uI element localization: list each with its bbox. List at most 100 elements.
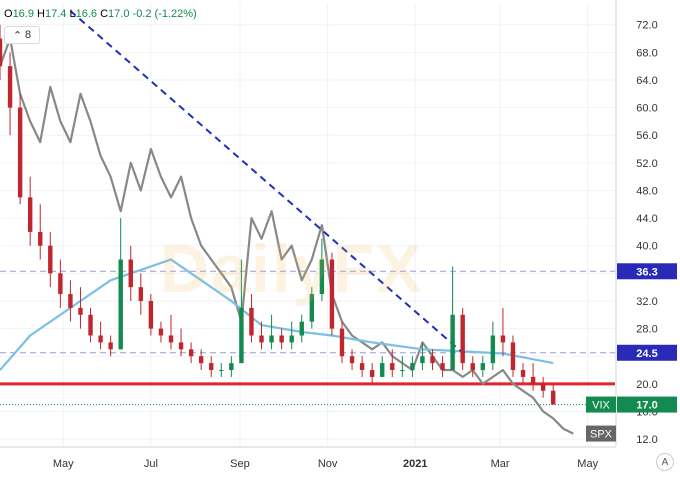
x-tick-label: Sep — [230, 458, 250, 470]
level-label: 24.5 — [636, 348, 657, 360]
open-label: O — [4, 8, 13, 20]
spx-series-line — [0, 37, 574, 435]
candle-body — [289, 335, 294, 343]
y-tick-label: 32.0 — [636, 296, 657, 308]
x-tick-label: Mar — [491, 458, 510, 470]
candle-body — [128, 259, 133, 288]
candle-body — [430, 356, 435, 364]
candle-body — [380, 363, 385, 377]
candle-body — [319, 259, 325, 295]
high-label: H — [37, 8, 45, 20]
x-tick-label: 2021 — [403, 458, 427, 470]
close-label: C — [100, 8, 109, 20]
candle-body — [279, 335, 284, 343]
y-tick-label: 12.0 — [636, 434, 657, 446]
candle-body — [27, 197, 33, 232]
x-tick-label: Jul — [144, 458, 158, 470]
candle-body — [168, 335, 174, 343]
candle-body — [530, 376, 536, 384]
candle-body — [138, 287, 144, 301]
candle-body — [188, 349, 194, 357]
spx-tag-bg — [586, 425, 616, 442]
candle-body — [219, 370, 224, 372]
candle-body — [108, 342, 113, 350]
candle-body — [0, 38, 3, 67]
candle-body — [390, 363, 395, 371]
vix-price-bg — [617, 396, 677, 413]
high-value: 17.4 — [45, 8, 67, 20]
x-tick-label: Nov — [318, 458, 338, 470]
close-value: 17.0 — [108, 8, 130, 20]
candle-body — [540, 383, 546, 391]
candle-body — [490, 335, 496, 364]
candle-body — [470, 363, 475, 371]
candle-body — [339, 328, 345, 357]
candle-body — [460, 314, 465, 364]
y-tick-label: 52.0 — [636, 158, 657, 170]
low-label: L — [69, 8, 76, 20]
candle-body — [68, 294, 73, 308]
candle-body — [58, 273, 63, 295]
candle-body — [440, 363, 445, 371]
candle-body — [299, 321, 304, 336]
candle-body — [309, 294, 315, 322]
vix-price-label: 17.0 — [636, 400, 657, 412]
candle-body — [38, 231, 43, 246]
candle-body — [118, 259, 123, 350]
low-value: 16.6 — [75, 8, 98, 20]
candle-body — [329, 259, 335, 329]
indicator-count: 8 — [25, 29, 32, 41]
candle-body — [551, 390, 556, 405]
candle-body — [400, 370, 405, 372]
candle-body — [259, 335, 264, 343]
x-tick-label: May — [53, 458, 74, 470]
level-label-bg — [617, 344, 677, 361]
candle-body — [269, 335, 274, 343]
indicators-collapse-button[interactable]: ⌃ 8 — [4, 26, 40, 44]
y-tick-label: 40.0 — [636, 241, 657, 253]
y-tick-label: 20.0 — [636, 379, 657, 391]
candle-body — [17, 107, 23, 198]
candle-body — [349, 356, 355, 364]
candle-body — [359, 363, 365, 371]
candle-body — [7, 66, 13, 108]
candle-body — [249, 307, 254, 336]
x-tick-label: May — [577, 458, 598, 470]
y-tick-label: 56.0 — [636, 130, 657, 142]
change-value: -0.2 (-1.22%) — [132, 8, 197, 20]
candle-body — [420, 356, 425, 364]
vix-tag-bg — [586, 396, 616, 413]
candle-body — [158, 328, 164, 336]
candle-body — [148, 300, 154, 329]
y-tick-label: 44.0 — [636, 213, 657, 225]
chevron-up-icon: ⌃ — [12, 29, 23, 42]
y-tick-label: 60.0 — [636, 103, 657, 115]
moving-average-series-line — [0, 258, 554, 371]
y-tick-label: 28.0 — [636, 324, 657, 336]
candle-body — [48, 245, 53, 274]
candle-body — [510, 342, 516, 371]
y-tick-label: 68.0 — [636, 47, 657, 59]
candle-body — [98, 335, 103, 343]
vix-tag: VIX — [592, 400, 610, 412]
ohlc-legend: O16.9 H17.4 L16.6 C17.0 -0.2 (-1.22%) — [4, 8, 197, 20]
candle-body — [198, 356, 204, 364]
trendline — [69, 10, 464, 354]
candle-body — [229, 363, 234, 371]
candle-body — [500, 335, 506, 343]
settings-icon[interactable]: A — [656, 453, 674, 471]
candle-body — [209, 363, 214, 371]
level-label-bg — [617, 263, 677, 280]
candle-body — [239, 307, 244, 364]
open-value: 16.9 — [12, 8, 34, 20]
spx-tag: SPX — [590, 429, 613, 441]
candle-body — [410, 363, 415, 371]
candle-body — [520, 370, 526, 377]
candle-body — [450, 314, 455, 371]
y-tick-label: 48.0 — [636, 185, 657, 197]
candle-body — [88, 314, 93, 336]
candle-body — [78, 307, 83, 315]
y-tick-label: 72.0 — [636, 20, 657, 32]
